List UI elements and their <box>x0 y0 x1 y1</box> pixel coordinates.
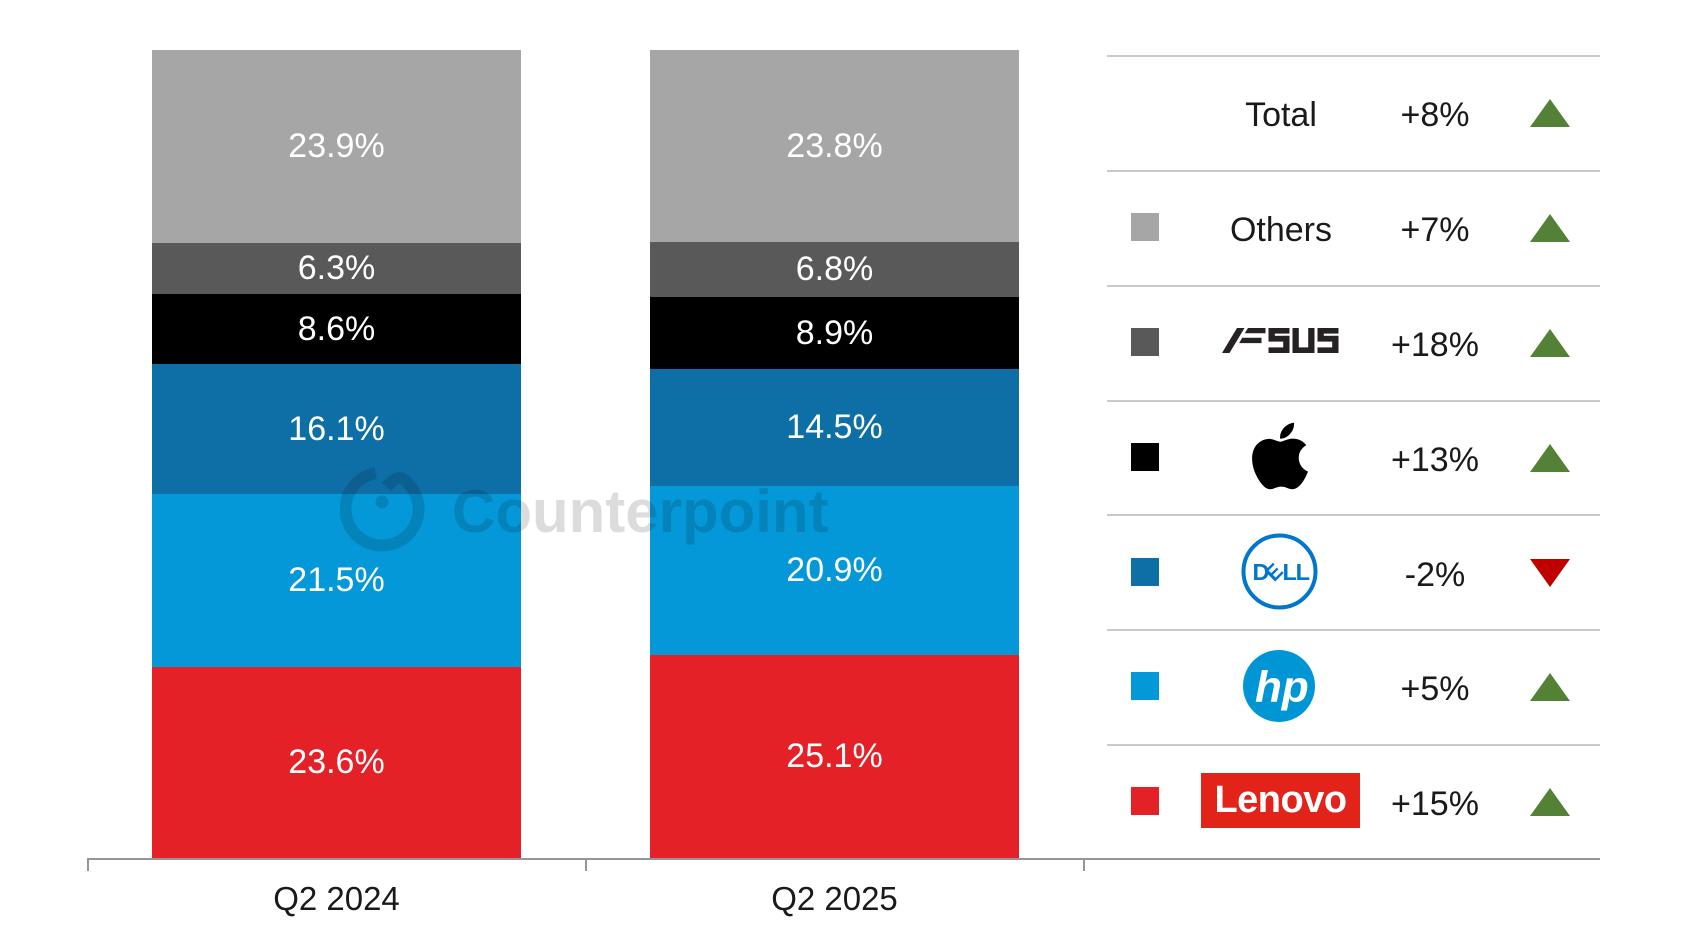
svg-text:LL: LL <box>1283 559 1310 585</box>
svg-text:Counterpoint: Counterpoint <box>452 478 829 545</box>
svg-text:D: D <box>1253 559 1270 585</box>
svg-text:hp: hp <box>1255 663 1309 712</box>
